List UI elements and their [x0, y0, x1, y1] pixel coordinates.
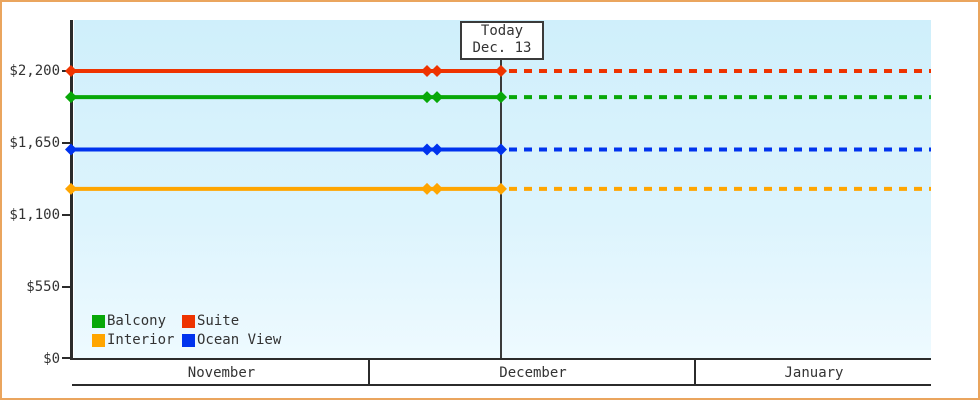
- y-axis-tick-label: $550: [26, 279, 60, 295]
- today-annotation-line1: Today: [480, 23, 524, 39]
- month-band-bottom-line: [72, 384, 931, 386]
- y-axis-tick-label: $1,650: [9, 135, 60, 151]
- y-axis-tick: [62, 142, 70, 144]
- legend-item-suite: Suite: [182, 313, 240, 329]
- month-label-january: January: [784, 365, 844, 381]
- legend-swatch-suite: [182, 314, 195, 328]
- y-axis-tick: [62, 357, 70, 359]
- plot-area: [74, 20, 931, 358]
- today-annotation: Today Dec. 13: [460, 21, 544, 60]
- legend-label-suite: Suite: [197, 313, 240, 329]
- legend-item-ocean-view: Ocean View: [182, 332, 282, 348]
- legend-swatch-interior: [92, 333, 105, 347]
- legend-item-balcony: Balcony: [92, 313, 167, 329]
- month-band-separator: [368, 358, 370, 386]
- y-axis-tick: [62, 286, 70, 288]
- y-axis-line: [70, 20, 73, 360]
- today-vertical-line: [500, 60, 502, 358]
- month-label-november: November: [187, 365, 256, 381]
- y-axis-tick-label: $2,200: [9, 63, 60, 79]
- month-label-december: December: [499, 365, 567, 381]
- legend-swatch-balcony: [92, 314, 105, 328]
- y-axis-tick-label: $0: [43, 351, 60, 367]
- y-axis-tick: [62, 214, 70, 216]
- month-band-separator: [694, 358, 696, 386]
- legend-label-ocean-view: Ocean View: [197, 332, 282, 348]
- legend-item-interior: Interior: [92, 332, 175, 348]
- y-axis-tick-label: $1,100: [9, 207, 60, 223]
- legend-label-interior: Interior: [107, 332, 175, 348]
- month-band-top-line: [72, 358, 931, 360]
- legend-label-balcony: Balcony: [107, 313, 167, 329]
- legend-swatch-ocean-view: [182, 333, 195, 347]
- y-axis-tick: [62, 70, 70, 72]
- today-annotation-line2: Dec. 13: [472, 40, 532, 56]
